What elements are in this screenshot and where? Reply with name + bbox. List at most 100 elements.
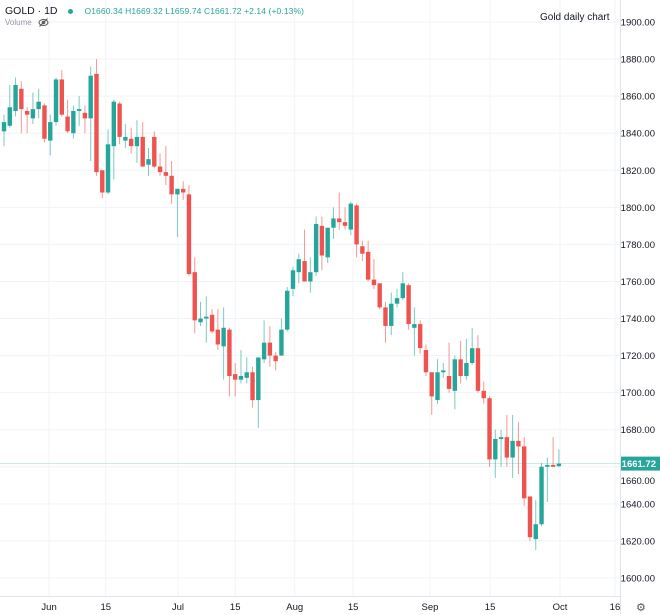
candle-up xyxy=(244,357,249,384)
candle-down xyxy=(527,496,533,541)
candle-down xyxy=(354,203,359,258)
candle-up xyxy=(412,307,417,356)
candle-body xyxy=(533,524,538,540)
candle-body xyxy=(1,122,7,132)
eye-off-icon[interactable] xyxy=(38,18,49,27)
candle-down xyxy=(475,335,481,393)
candle-down xyxy=(481,381,486,404)
candle-up xyxy=(13,77,18,117)
candle-up xyxy=(285,287,290,332)
candle-body xyxy=(273,355,278,362)
candle-body xyxy=(261,342,267,360)
candle-body xyxy=(169,175,174,195)
candle-up xyxy=(348,201,353,236)
candle-body xyxy=(429,372,434,397)
candle-up xyxy=(308,257,313,293)
candle-up xyxy=(76,96,82,126)
gear-icon[interactable]: ⚙ xyxy=(636,602,646,614)
candle-down xyxy=(42,103,47,143)
candle-body xyxy=(389,303,394,326)
candle-body xyxy=(516,440,521,447)
candle-up xyxy=(539,463,544,527)
price-tick-label: 1760.00 xyxy=(621,277,655,288)
candle-down xyxy=(423,344,429,376)
candle-body xyxy=(152,136,157,167)
candle-up xyxy=(123,123,128,149)
candle-body xyxy=(342,222,348,226)
candle-body xyxy=(354,205,359,245)
candle-down xyxy=(59,70,64,117)
price-tick-label: 1600.00 xyxy=(621,573,655,584)
candle-down xyxy=(152,131,157,169)
price-tick-label: 1800.00 xyxy=(621,203,655,214)
candle-body xyxy=(76,109,82,111)
candle-body xyxy=(192,272,197,321)
candle-body xyxy=(458,359,463,376)
candle-down xyxy=(550,437,556,467)
candle-down xyxy=(522,437,527,506)
price-tick-label: 1740.00 xyxy=(621,314,655,325)
candle-up xyxy=(88,66,93,161)
candle-up xyxy=(146,148,151,176)
time-tick-label: 15 xyxy=(230,602,241,613)
time-tick-label: Jul xyxy=(172,602,184,613)
candle-body xyxy=(308,272,313,282)
time-axis[interactable]: Jun 15 Jul 15 Aug 15 Sep 15 Oct 16 xyxy=(41,602,620,613)
candle-body xyxy=(111,101,117,147)
candle-down xyxy=(365,240,371,282)
candle-down xyxy=(504,414,510,467)
candle-body xyxy=(198,318,203,323)
candle-body xyxy=(134,136,140,147)
candle-down xyxy=(128,127,134,154)
candle-down xyxy=(487,396,492,467)
candle-down xyxy=(117,101,122,145)
candle-body xyxy=(256,357,261,401)
candle-up xyxy=(134,120,140,163)
candle-body xyxy=(383,307,388,326)
candle-down xyxy=(19,81,24,134)
candle-body xyxy=(233,374,238,380)
candle-down xyxy=(169,160,174,204)
candle-body xyxy=(53,79,59,123)
candle-up xyxy=(1,114,7,147)
candle-body xyxy=(227,329,232,376)
candle-body xyxy=(441,370,446,373)
price-tick-label: 1860.00 xyxy=(621,92,655,103)
price-tick-label: 1640.00 xyxy=(621,499,655,510)
candle-body xyxy=(279,329,284,356)
candle-up xyxy=(389,292,394,336)
candle-up xyxy=(36,88,41,119)
candle-body xyxy=(215,329,221,345)
volume-legend[interactable]: Volume xyxy=(5,18,49,27)
time-tick-label: 15 xyxy=(100,602,111,613)
candle-body xyxy=(88,75,93,119)
candle-body xyxy=(539,466,544,525)
candle-down xyxy=(140,122,145,167)
price-tick-label: 1820.00 xyxy=(621,166,655,177)
candle-down xyxy=(319,216,325,271)
candle-body xyxy=(13,85,18,111)
price-tick-label: 1680.00 xyxy=(621,425,655,436)
candle-body xyxy=(435,372,440,401)
candle-body xyxy=(24,110,30,115)
candle-body xyxy=(290,270,296,289)
symbol-legend[interactable]: GOLD · 1D O1660.34 H1669.32 L1659.74 C16… xyxy=(5,5,304,17)
candle-down xyxy=(163,146,169,186)
candle-down xyxy=(209,309,215,334)
candle-down xyxy=(82,105,88,134)
candle-body xyxy=(36,101,41,110)
candle-up xyxy=(452,355,458,410)
candle-body xyxy=(313,224,319,273)
candle-up xyxy=(313,216,319,276)
candle-up xyxy=(556,449,562,468)
candle-body xyxy=(244,372,249,378)
candle-down xyxy=(383,301,388,343)
candle-body xyxy=(71,110,76,134)
candle-up xyxy=(198,301,203,326)
price-axis[interactable]: 1600.00 1620.00 1640.00 1660.00 1680.00 1700.… xyxy=(621,18,660,585)
price-tick-label: 1700.00 xyxy=(621,388,655,399)
time-tick-label: Oct xyxy=(553,602,568,613)
candle-down xyxy=(377,283,382,310)
candle-body xyxy=(417,324,423,349)
